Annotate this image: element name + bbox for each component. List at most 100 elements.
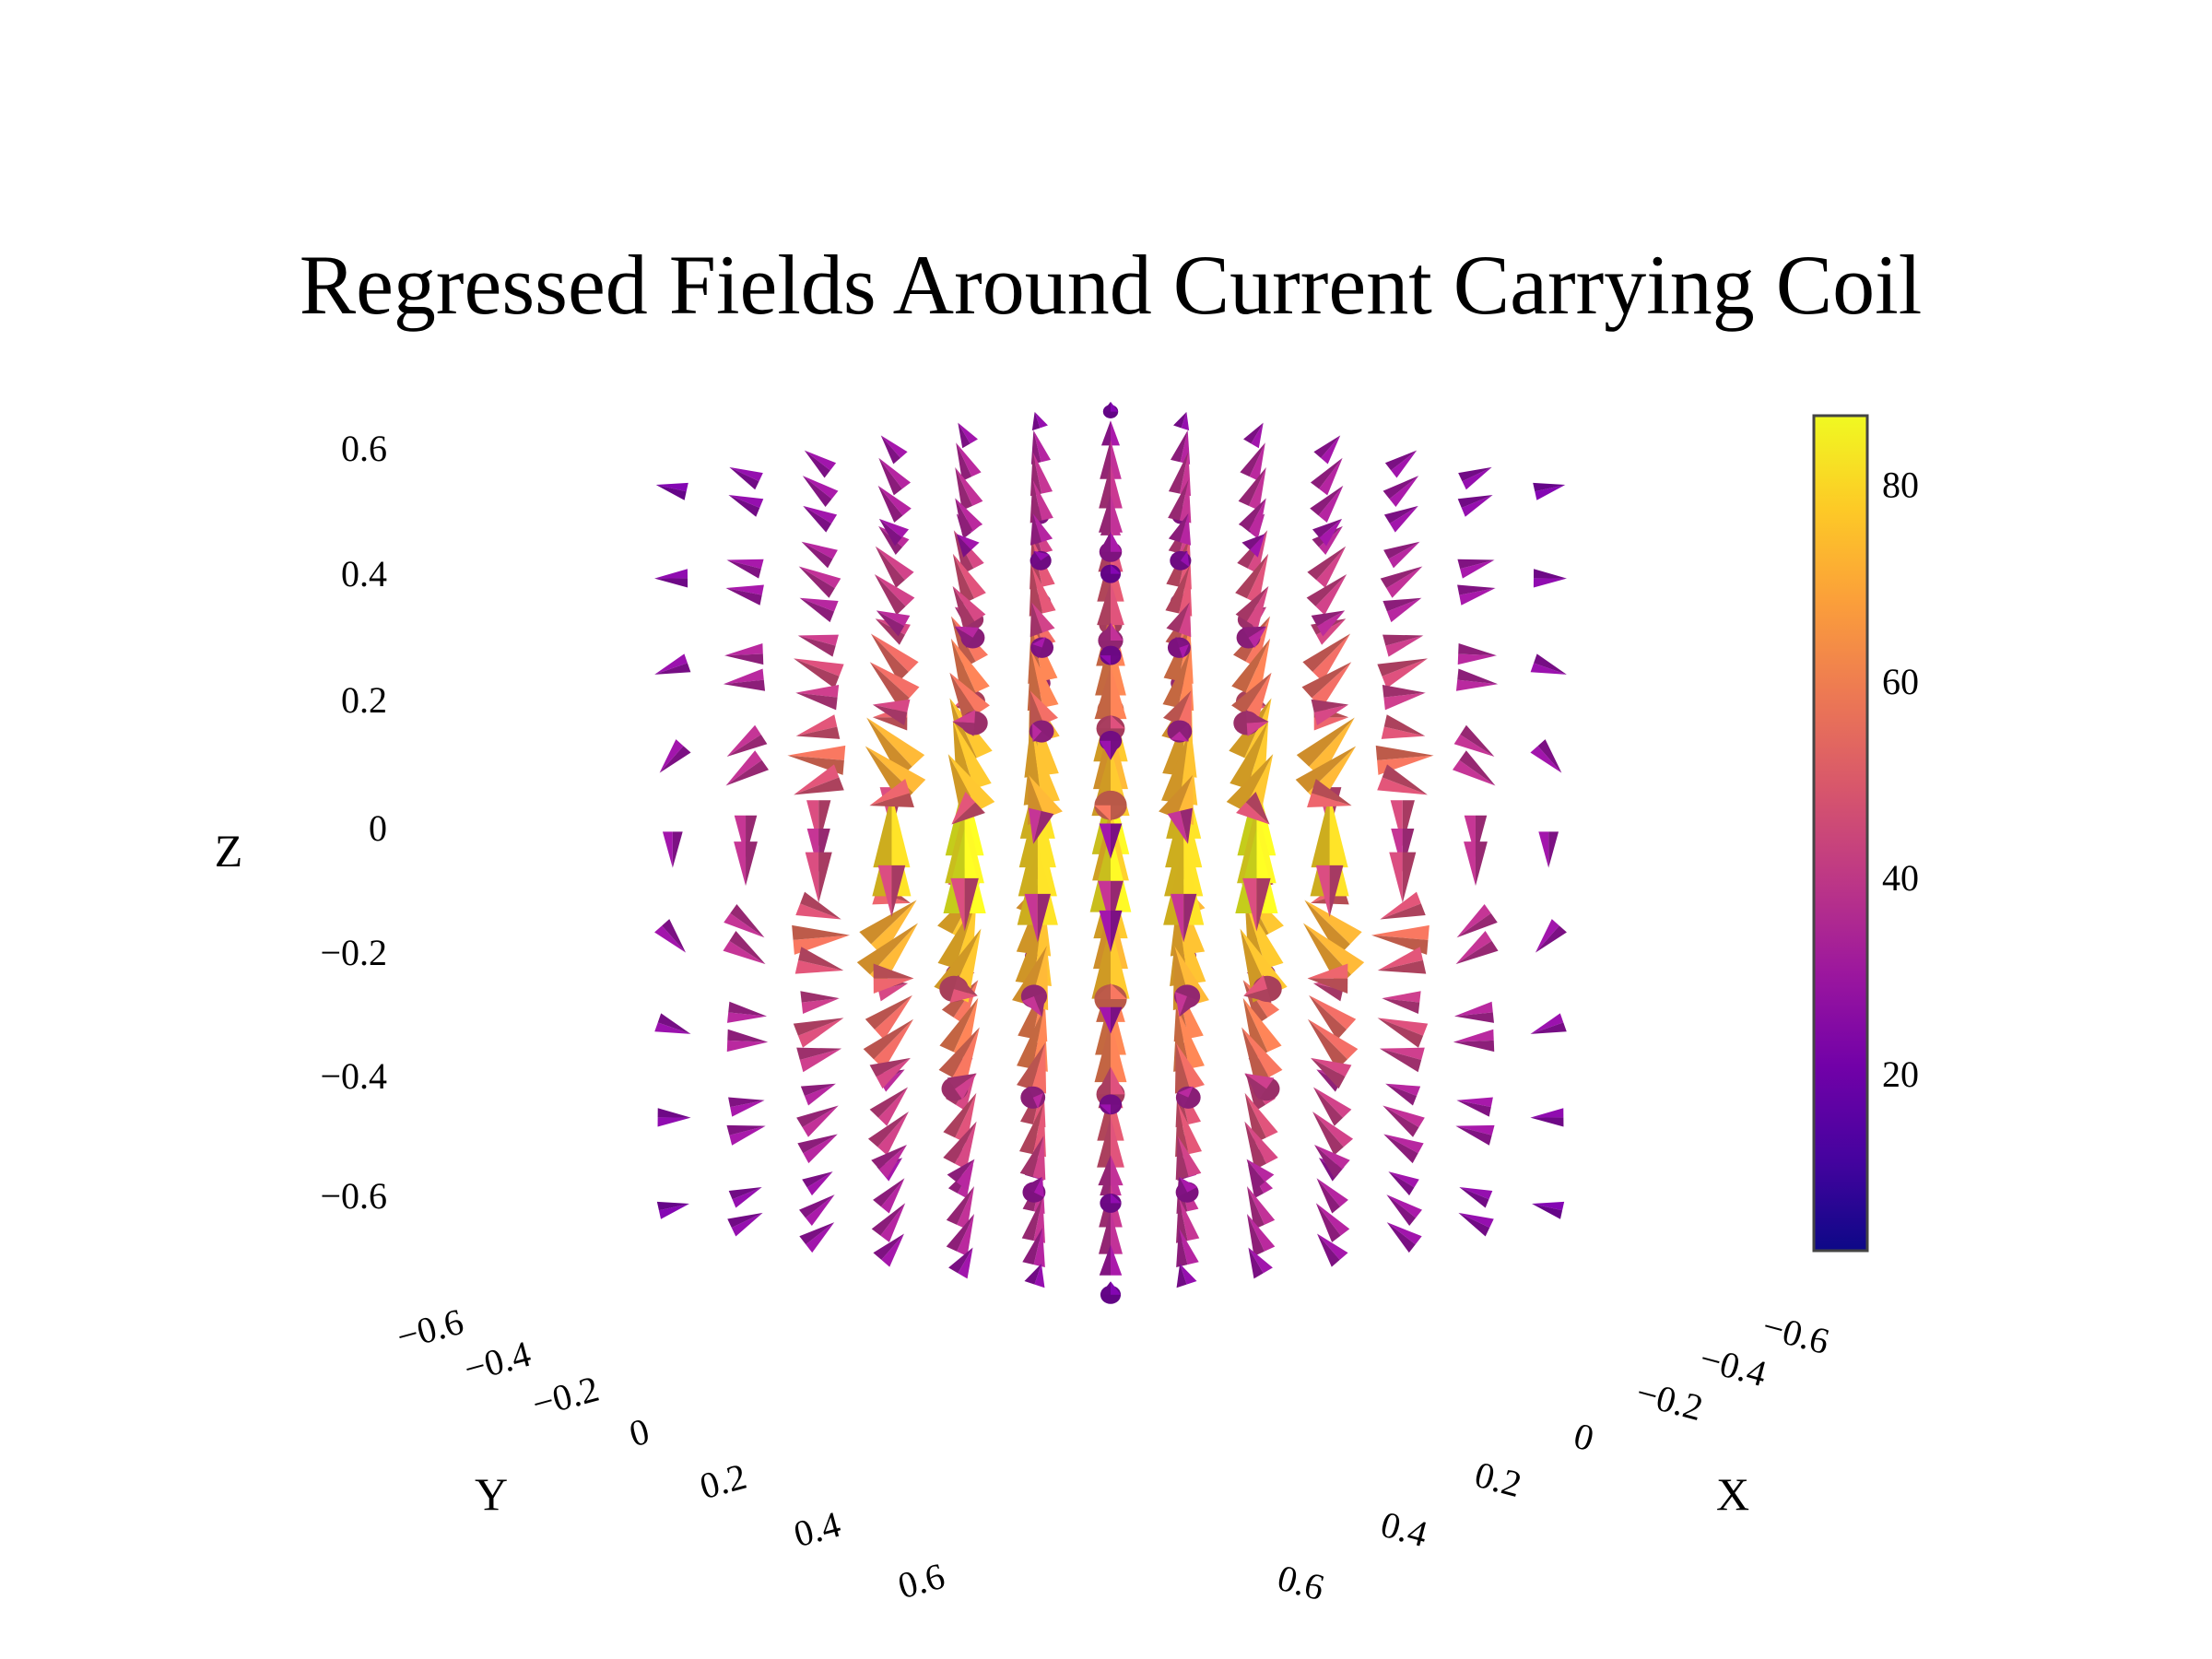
field-cone — [1377, 764, 1428, 795]
field-cone — [800, 1083, 836, 1106]
field-cone — [656, 1201, 690, 1219]
z-axis-title: Z — [215, 825, 243, 877]
field-cone — [1030, 690, 1059, 730]
field-cone — [802, 476, 839, 508]
field-cone — [657, 1108, 691, 1127]
field-cone — [1235, 553, 1269, 605]
field-cone — [877, 865, 906, 917]
field-cone — [654, 1013, 691, 1034]
field-cone — [1030, 602, 1055, 638]
z-tick-label: 0.4 — [341, 553, 387, 594]
field-cone — [728, 495, 764, 517]
field-cone — [1244, 1073, 1280, 1101]
field-cone — [1099, 823, 1123, 859]
x-tick-label: −0.2 — [1632, 1371, 1708, 1429]
field-cone — [1311, 610, 1346, 637]
field-cone — [1098, 1155, 1124, 1186]
field-cone — [1243, 974, 1282, 1004]
field-cone — [1020, 1086, 1046, 1110]
field-cone — [1459, 1186, 1493, 1208]
y-axis-ticks: −0.6−0.4−0.2 0 0.2 0.4 0.6 — [393, 1300, 949, 1606]
field-cone — [795, 714, 841, 739]
field-cone — [1456, 903, 1498, 938]
field-cone — [1382, 1105, 1425, 1137]
field-cone — [1312, 1087, 1352, 1126]
field-cone — [1381, 714, 1426, 739]
field-cone — [1166, 602, 1192, 638]
field-cone — [1099, 730, 1123, 760]
field-cone — [1382, 634, 1424, 657]
field-cone — [1231, 638, 1271, 700]
z-tick-label: 0 — [369, 807, 387, 849]
field-cone — [1456, 1097, 1493, 1117]
field-cone — [734, 815, 758, 858]
field-cone — [1313, 1145, 1350, 1179]
field-cone — [797, 1134, 838, 1164]
field-cone — [1457, 584, 1496, 606]
field-cone — [1310, 1057, 1352, 1089]
field-cone — [1458, 1212, 1494, 1237]
field-cone — [1030, 636, 1054, 659]
field-cone — [1175, 1135, 1202, 1181]
field-cone — [725, 750, 770, 786]
field-cone — [1457, 642, 1497, 665]
field-cone — [727, 1001, 768, 1023]
field-cone — [952, 585, 986, 629]
field-cone — [1531, 1201, 1565, 1219]
field-cone — [1102, 401, 1119, 418]
field-cone — [794, 947, 844, 974]
field-cone — [1388, 1171, 1419, 1196]
field-cone — [1317, 1233, 1348, 1267]
field-cone — [1233, 710, 1269, 736]
field-cone — [878, 457, 912, 496]
x-tick-label: 0 — [1570, 1415, 1598, 1460]
field-cone — [1453, 1001, 1494, 1023]
field-cone — [946, 1214, 975, 1257]
field-cone — [1168, 513, 1192, 546]
field-cone — [1371, 924, 1430, 955]
colorbar-tick-label: 40 — [1882, 857, 1919, 899]
field-cone — [872, 699, 911, 726]
field-cone — [1240, 442, 1265, 481]
z-tick-label: 0.2 — [341, 679, 387, 721]
field-cone — [1030, 550, 1052, 571]
field-cone — [1383, 541, 1420, 569]
field-cone — [955, 466, 983, 511]
field-cone — [1530, 1108, 1564, 1127]
field-cone — [654, 653, 691, 675]
colorbar-ticks: 20 40 60 80 — [1882, 465, 1919, 1096]
z-tick-label: −0.4 — [320, 1055, 387, 1097]
field-cone — [1100, 1193, 1122, 1213]
field-cone — [1031, 411, 1048, 431]
field-cone — [1097, 1116, 1124, 1168]
field-cone — [1100, 564, 1122, 583]
field-cone — [1029, 720, 1054, 743]
field-cone — [869, 1057, 912, 1089]
z-tick-label: −0.2 — [320, 932, 387, 973]
field-cone — [956, 442, 982, 481]
field-cone — [1244, 1121, 1278, 1171]
field-cone — [1382, 991, 1421, 1014]
y-tick-label: 0.2 — [696, 1455, 751, 1507]
field-cone — [1382, 476, 1419, 508]
field-cone — [1316, 1178, 1348, 1214]
field-cone — [1455, 1124, 1495, 1146]
field-cone — [1455, 668, 1499, 691]
field-cone — [1243, 422, 1264, 449]
field-cone — [941, 1073, 977, 1101]
field-cone — [728, 1186, 762, 1208]
field-cone — [939, 997, 979, 1059]
field-cone — [1311, 699, 1349, 726]
field-cone — [1236, 626, 1267, 649]
field-cone — [1170, 550, 1192, 571]
field-cone — [952, 710, 988, 736]
field-cone — [796, 1047, 842, 1073]
field-cone — [1168, 479, 1192, 524]
field-cone — [804, 450, 837, 478]
field-cone — [1380, 891, 1426, 920]
field-cone — [1386, 1194, 1422, 1227]
field-cone — [1241, 534, 1265, 558]
field-cone — [1099, 464, 1123, 509]
field-cone — [1099, 1094, 1123, 1115]
